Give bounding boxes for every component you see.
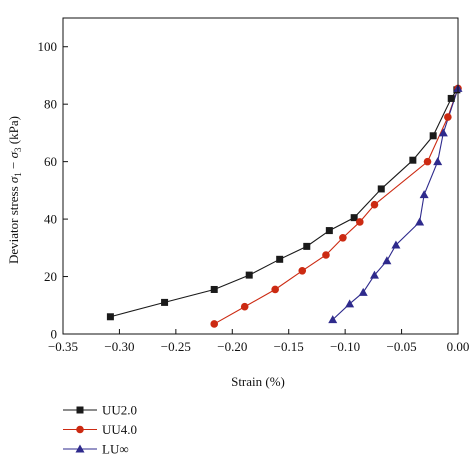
x-axis-ticks: −0.35 −0.30 −0.25 −0.20 −0.15 −0.10 −0.05 0.00 xyxy=(48,329,469,354)
data-point-series-3 xyxy=(369,270,379,279)
data-point-series-1 xyxy=(106,313,114,321)
series-line-1 xyxy=(110,89,458,318)
legend-label: UU2.0 xyxy=(102,403,137,418)
y-axis-label: Deviator stress σ1 − σ3 (kPa) xyxy=(6,116,23,264)
data-point-series-1 xyxy=(161,298,169,306)
plot-lines xyxy=(110,88,459,325)
x-tick-label: −0.15 xyxy=(274,339,304,354)
data-point-series-2 xyxy=(370,200,379,209)
data-point-series-1 xyxy=(245,271,253,279)
y-tick-label: 100 xyxy=(38,39,58,54)
y-axis-label-suffix: (kPa) xyxy=(6,116,21,147)
legend-marker xyxy=(76,406,84,414)
y-axis-ticks: 0 20 40 60 80 100 xyxy=(38,39,68,342)
legend-marker xyxy=(75,444,85,453)
y-axis-label-sigma-3: σ xyxy=(6,151,21,158)
data-point-series-2 xyxy=(271,285,279,294)
y-tick-label: 60 xyxy=(44,154,57,169)
data-point-series-3 xyxy=(345,299,355,308)
data-point-series-3 xyxy=(328,315,338,324)
y-tick-label: 20 xyxy=(44,269,57,284)
data-point-series-3 xyxy=(419,190,429,199)
y-axis-label-prefix: Deviator stress xyxy=(6,183,21,264)
data-point-series-1 xyxy=(350,214,358,222)
data-point-series-1 xyxy=(303,242,311,250)
data-point-series-3 xyxy=(358,287,368,296)
data-point-series-1 xyxy=(377,185,385,193)
legend: UU2.0 UU4.0 LU∞ xyxy=(63,403,137,457)
y-axis-label-sub-3: 3 xyxy=(13,147,23,152)
data-point-series-3 xyxy=(438,128,448,137)
x-tick-label: −0.20 xyxy=(217,339,247,354)
data-point-series-3 xyxy=(433,157,443,166)
data-point-series-1 xyxy=(429,132,437,140)
data-point-series-3 xyxy=(391,240,401,249)
data-point-series-3 xyxy=(415,217,425,226)
data-point-series-1 xyxy=(409,156,417,164)
data-point-series-2 xyxy=(322,251,330,259)
legend-marker xyxy=(76,425,84,434)
legend-label: LU∞ xyxy=(102,442,129,457)
series-line-2 xyxy=(213,88,459,325)
y-axis-label-minus: − xyxy=(6,158,21,172)
data-point-series-2 xyxy=(298,267,307,275)
data-point-series-2 xyxy=(444,113,452,121)
data-point-series-3 xyxy=(382,256,392,265)
x-tick-label: −0.35 xyxy=(48,339,78,354)
data-point-series-1 xyxy=(210,285,218,293)
data-point-series-2 xyxy=(339,233,347,242)
data-point-series-2 xyxy=(240,302,249,311)
x-tick-label: −0.30 xyxy=(104,339,134,354)
x-axis-label: Strain (%) xyxy=(231,374,285,389)
data-point-series-2 xyxy=(210,320,219,328)
data-point-series-2 xyxy=(423,157,432,166)
y-tick-label: 40 xyxy=(44,212,57,227)
y-axis-label-sub-1: 1 xyxy=(13,172,23,177)
y-tick-label: 0 xyxy=(51,327,58,342)
y-tick-label: 80 xyxy=(44,97,57,112)
x-tick-label: −0.25 xyxy=(161,339,191,354)
legend-label: UU4.0 xyxy=(102,422,137,437)
data-point-series-1 xyxy=(276,255,284,263)
x-tick-label: 0.00 xyxy=(447,339,470,354)
x-tick-label: −0.10 xyxy=(330,339,360,354)
plot-frame xyxy=(62,17,459,335)
x-tick-label: −0.05 xyxy=(387,339,417,354)
plot-markers xyxy=(106,83,463,328)
data-point-series-1 xyxy=(325,227,333,235)
data-point-series-1 xyxy=(447,94,455,102)
data-point-series-2 xyxy=(356,218,364,226)
y-axis-label-sigma-1: σ xyxy=(6,176,21,183)
